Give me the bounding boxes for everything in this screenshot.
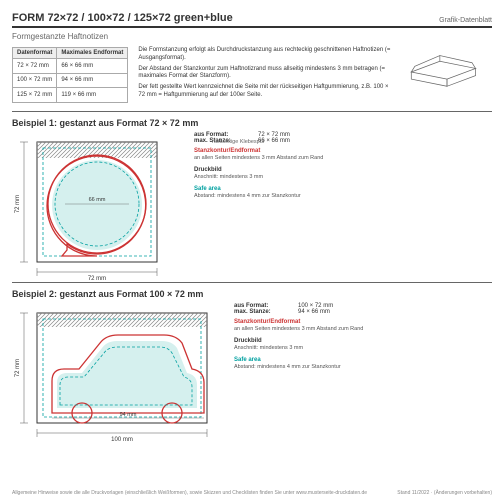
format-table: Datenformat Maximales Endformat 72 × 72 … [12, 47, 128, 103]
description: Die Formstanzung erfolgt als Durchdrucks… [138, 47, 392, 103]
table-row: 125 × 72 mm119 × 66 mm [13, 88, 128, 103]
footer-right: Stand 11/2022 · (Änderungen vorbehalten) [397, 490, 492, 496]
legend-druck-title: Druckbild [194, 167, 492, 173]
col-endformat: Maximales Endformat [57, 48, 128, 59]
example2-row: 100 mm 72 mm 94 mm aus Format:100 × 72 m… [12, 303, 492, 445]
example1-row: 72 mm 72 mm 66 mm aus Format:72 × 72 mm … [12, 132, 492, 284]
example1-title: Beispiel 1: gestanzt aus Format 72 × 72 … [12, 118, 492, 128]
legend-safe-title: Safe area [194, 186, 492, 192]
subtitle: Formgestanzte Haftnotizen [12, 32, 492, 41]
example2-title: Beispiel 2: gestanzt aus Format 100 × 72… [12, 289, 492, 299]
dim-h: 72 mm [15, 195, 21, 213]
klebe-label: rückseitige Klebespur [212, 139, 272, 145]
iso-diagram [402, 47, 492, 97]
dim-w2: 100 mm [111, 437, 133, 443]
table-row: 100 × 72 mm94 × 66 mm [13, 73, 128, 88]
header-right: Grafik-Datenblatt [439, 17, 492, 24]
desc-p2: Der Abstand der Stanzkontur zum Haftnoti… [138, 66, 392, 82]
footer-left: Allgemeine Hinweise sowie die alle Druck… [12, 490, 367, 496]
divider [12, 111, 492, 112]
example1-diagram: 72 mm 72 mm 66 mm [12, 132, 182, 284]
dim-h2: 72 mm [15, 359, 21, 377]
legend-safe-sub: Abstand: mindestens 4 mm zur Stanzkontur [194, 193, 492, 199]
example2-legend: aus Format:100 × 72 mm max. Stanze:94 × … [234, 303, 492, 376]
dim-iw: 66 mm [89, 197, 106, 203]
footer: Allgemeine Hinweise sowie die alle Druck… [12, 490, 492, 496]
table-row: 72 × 72 mm66 × 66 mm [13, 59, 128, 74]
col-datenformat: Datenformat [13, 48, 57, 59]
example2-diagram: 100 mm 72 mm 94 mm [12, 303, 222, 445]
dim-w: 72 mm [88, 276, 106, 282]
page-title: FORM 72×72 / 100×72 / 125×72 green+blue [12, 12, 233, 24]
desc-p1: Die Formstanzung erfolgt als Durchdrucks… [138, 47, 392, 63]
desc-p3: Der fett gestellte Wert kennzeichnet die… [138, 84, 392, 100]
header: FORM 72×72 / 100×72 / 125×72 green+blue … [12, 12, 492, 28]
legend-druck-sub: Anschnitt: mindestens 3 mm [194, 174, 492, 180]
dim-iw2: 94 mm [120, 412, 137, 418]
legend-stanz-title: Stanzkontur/Endformat [194, 148, 492, 154]
top-section: Datenformat Maximales Endformat 72 × 72 … [12, 47, 492, 103]
legend-stanz-sub: an allen Seiten mindestens 3 mm Abstand … [194, 155, 492, 161]
